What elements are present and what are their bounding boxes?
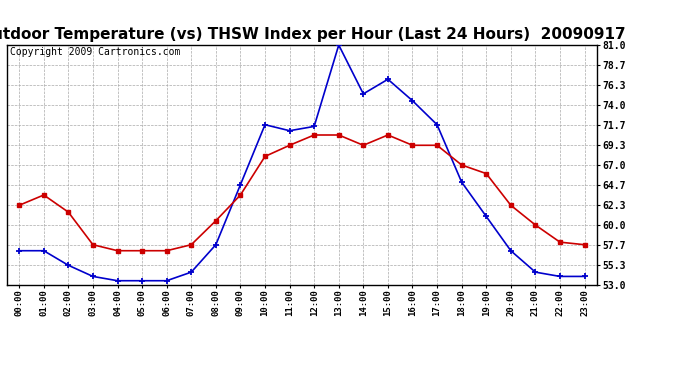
Text: Copyright 2009 Cartronics.com: Copyright 2009 Cartronics.com (10, 47, 180, 57)
Title: Outdoor Temperature (vs) THSW Index per Hour (Last 24 Hours)  20090917: Outdoor Temperature (vs) THSW Index per … (0, 27, 625, 42)
